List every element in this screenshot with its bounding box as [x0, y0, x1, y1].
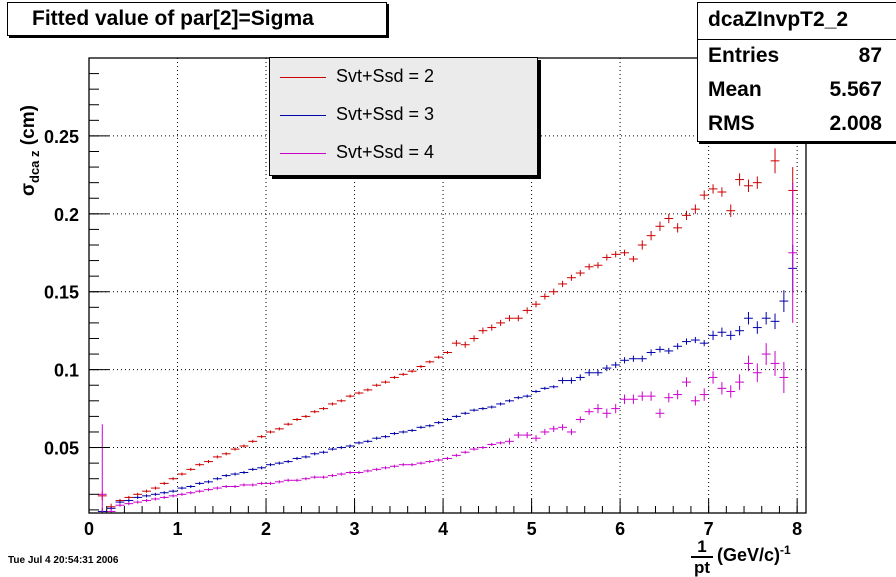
x-tick-label: 8: [792, 519, 802, 539]
stats-row-rms: RMS 2.008: [708, 109, 888, 143]
y-axis-subscript: dca z: [26, 150, 42, 183]
legend-line-red: [280, 77, 326, 78]
stats-row-entries: Entries 87: [708, 41, 888, 75]
y-axis-label: σdca z (cm): [18, 105, 42, 196]
plot-title-box: Fitted value of par[2]=Sigma: [7, 2, 387, 36]
x-axis-label: 1 pt (GeV/c)-1: [690, 538, 810, 576]
x-tick-label: 4: [438, 519, 448, 539]
axes: 0 1 2 3 4 5 6 7 8 0.05 0.1 0.15 0.2 0.25: [44, 57, 802, 539]
y-tick-label: 0.1: [54, 361, 79, 381]
legend-label: Svt+Ssd = 2: [336, 66, 435, 86]
x-tick-label: 6: [615, 519, 625, 539]
y-tick-label: 0.05: [44, 439, 79, 459]
series-svt-ssd-3: [97, 244, 798, 513]
x-tick-label: 3: [350, 519, 360, 539]
x-tick-label: 5: [527, 519, 537, 539]
x-tick-label: 2: [261, 519, 271, 539]
x-tick-label: 7: [704, 519, 714, 539]
stats-key: Entries: [708, 44, 780, 67]
y-tick-label: 0.25: [44, 127, 79, 147]
x-axis-fraction: 1 pt: [690, 538, 714, 576]
legend-line-magenta: [280, 153, 326, 154]
legend-label: Svt+Ssd = 3: [336, 104, 435, 124]
x-tick-label: 1: [173, 519, 183, 539]
datestamp: Tue Jul 4 20:54:31 2006: [8, 555, 119, 566]
stats-key: Mean: [708, 78, 762, 101]
x-axis-numerator: 1: [697, 537, 707, 556]
y-tick-label: 0.2: [54, 205, 79, 225]
legend-label: Svt+Ssd = 4: [336, 142, 435, 162]
data-series: [97, 98, 798, 513]
stats-box: dcaZInvpT2_2 Entries 87 Mean 5.567 RMS 2…: [697, 2, 896, 142]
legend-entry: Svt+Ssd = 2: [270, 59, 537, 96]
stats-name: dcaZInvpT2_2: [708, 8, 849, 31]
x-axis-unit: (GeV/c)-1: [717, 543, 791, 566]
legend-line-blue: [280, 115, 326, 116]
x-axis-unit-base: (GeV/c): [717, 545, 781, 565]
x-axis-unit-exponent: -1: [780, 543, 791, 557]
plot-title: Fitted value of par[2]=Sigma: [32, 7, 314, 30]
stats-key: RMS: [708, 112, 755, 135]
y-tick-label: 0.15: [44, 283, 79, 303]
legend-entry: Svt+Ssd = 3: [270, 97, 537, 134]
stats-value: 5.567: [829, 78, 882, 101]
x-tick-label: 0: [84, 519, 94, 539]
legend-entry: Svt+Ssd = 4: [270, 135, 537, 172]
stats-header: dcaZInvpT2_2: [698, 3, 896, 40]
series-svt-ssd-4: [97, 182, 798, 513]
y-axis-symbol: σ: [18, 183, 39, 196]
y-axis-unit: (cm): [18, 105, 39, 151]
legend: Svt+Ssd = 2 Svt+Ssd = 3 Svt+Ssd = 4: [269, 57, 538, 176]
x-axis-denominator: pt: [693, 558, 711, 577]
stats-value: 87: [858, 44, 882, 67]
series-svt-ssd-2: [97, 98, 798, 510]
fraction-bar: [691, 556, 713, 558]
stats-value: 2.008: [829, 112, 882, 135]
stats-row-mean: Mean 5.567: [708, 75, 888, 109]
